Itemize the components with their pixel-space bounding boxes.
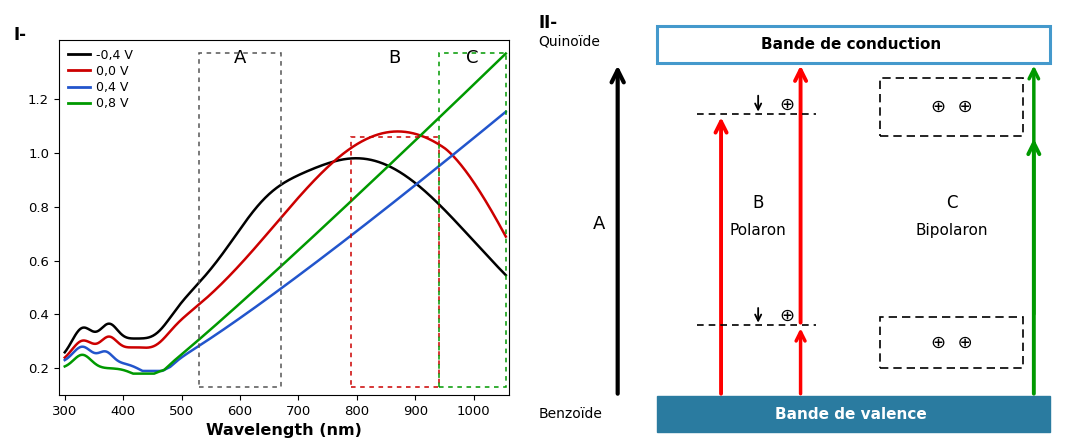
Bar	[199, 53, 281, 387]
Bar	[880, 317, 1023, 369]
Bar	[880, 78, 1023, 136]
Bar	[658, 396, 1050, 432]
Text: B: B	[389, 49, 401, 67]
Text: ⊕  ⊕: ⊕ ⊕	[931, 98, 972, 116]
Bar	[658, 26, 1050, 63]
Text: A: A	[233, 49, 246, 67]
Bar	[351, 137, 439, 387]
Text: C: C	[946, 194, 957, 212]
X-axis label: Wavelength (nm): Wavelength (nm)	[206, 424, 362, 438]
Text: A: A	[593, 215, 605, 233]
Text: Bande de conduction: Bande de conduction	[760, 37, 941, 52]
Text: Polaron: Polaron	[729, 223, 786, 238]
Text: C: C	[466, 49, 478, 67]
Bar	[439, 53, 506, 387]
Text: II-: II-	[538, 14, 557, 32]
Text: ⊕: ⊕	[780, 306, 795, 325]
Text: ⊕: ⊕	[780, 95, 795, 114]
Text: Bipolaron: Bipolaron	[916, 223, 987, 238]
Text: ⊕  ⊕: ⊕ ⊕	[931, 333, 972, 352]
Text: B: B	[753, 194, 764, 212]
Text: Benzoïde: Benzoïde	[538, 407, 602, 421]
Text: I-: I-	[14, 26, 27, 44]
Text: Quinoïde: Quinoïde	[538, 34, 600, 48]
Legend: -0,4 V, 0,0 V, 0,4 V, 0,8 V: -0,4 V, 0,0 V, 0,4 V, 0,8 V	[65, 46, 136, 113]
Text: Bande de valence: Bande de valence	[775, 407, 926, 422]
